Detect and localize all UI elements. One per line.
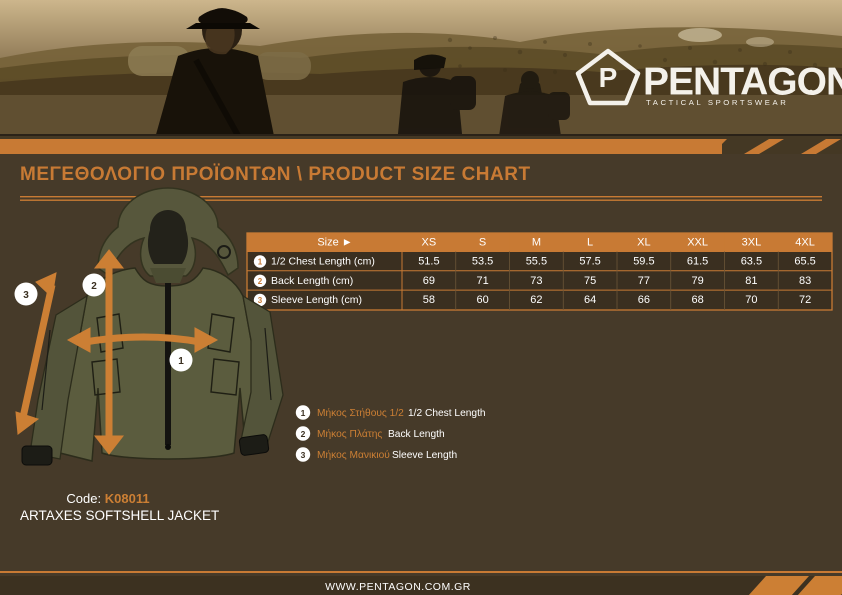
svg-text:59.5: 59.5 <box>633 256 654 268</box>
svg-text:TACTICAL SPORTSWEAR: TACTICAL SPORTSWEAR <box>646 98 788 107</box>
svg-text:P: P <box>599 62 618 93</box>
svg-text:68: 68 <box>691 294 703 306</box>
svg-text:XL: XL <box>637 237 650 249</box>
svg-text:64: 64 <box>584 294 596 306</box>
svg-text:73: 73 <box>530 275 542 287</box>
svg-text:1/2 Chest Length: 1/2 Chest Length <box>408 408 486 419</box>
svg-text:3: 3 <box>258 296 263 305</box>
svg-text:L: L <box>587 237 593 249</box>
svg-text:58: 58 <box>423 294 435 306</box>
svg-text:2: 2 <box>258 277 263 286</box>
svg-text:3: 3 <box>23 290 29 301</box>
svg-text:WWW.PENTAGON.COM.GR: WWW.PENTAGON.COM.GR <box>325 581 471 593</box>
svg-text:79: 79 <box>691 275 703 287</box>
svg-text:XS: XS <box>422 237 437 249</box>
svg-text:69: 69 <box>423 275 435 287</box>
svg-text:Back Length: Back Length <box>388 429 445 440</box>
svg-text:ARTAXES SOFTSHELL JACKET: ARTAXES SOFTSHELL JACKET <box>20 508 219 523</box>
svg-text:Size ►: Size ► <box>317 237 352 249</box>
svg-text:71: 71 <box>476 275 488 287</box>
svg-text:Sleeve Length: Sleeve Length <box>392 450 457 461</box>
svg-text:Μήκος Μανικιού: Μήκος Μανικιού <box>317 449 390 461</box>
svg-text:2: 2 <box>301 429 306 439</box>
svg-text:72: 72 <box>799 294 811 306</box>
svg-text:1: 1 <box>301 408 306 418</box>
svg-text:66: 66 <box>638 294 650 306</box>
svg-text:83: 83 <box>799 275 811 287</box>
svg-text:M: M <box>532 237 541 249</box>
svg-text:1: 1 <box>178 356 184 367</box>
svg-text:Μήκος Πλάτης: Μήκος Πλάτης <box>317 428 382 440</box>
svg-text:55.5: 55.5 <box>526 256 547 268</box>
svg-text:XXL: XXL <box>687 237 708 249</box>
svg-text:S: S <box>479 237 486 249</box>
svg-text:Sleeve Length (cm): Sleeve Length (cm) <box>271 294 362 306</box>
svg-text:65.5: 65.5 <box>794 256 815 268</box>
svg-text:51.5: 51.5 <box>418 256 439 268</box>
svg-text:75: 75 <box>584 275 596 287</box>
svg-text:ΜΕΓΕΘΟΛΟΓΙΟ ΠΡΟΪΟΝΤΩΝ \ PRODUC: ΜΕΓΕΘΟΛΟΓΙΟ ΠΡΟΪΟΝΤΩΝ \ PRODUCT SIZE CHA… <box>20 164 531 185</box>
svg-text:3XL: 3XL <box>742 237 762 249</box>
svg-text:57.5: 57.5 <box>579 256 600 268</box>
svg-text:1: 1 <box>258 258 263 267</box>
svg-text:81: 81 <box>745 275 757 287</box>
svg-text:53.5: 53.5 <box>472 256 493 268</box>
svg-text:Back Length (cm): Back Length (cm) <box>271 275 353 287</box>
svg-text:60: 60 <box>476 294 488 306</box>
svg-text:3: 3 <box>301 450 306 460</box>
svg-text:Μήκος Στήθους 1/2: Μήκος Στήθους 1/2 <box>317 407 404 419</box>
svg-text:1/2 Chest Length (cm): 1/2 Chest Length (cm) <box>271 256 375 268</box>
svg-text:77: 77 <box>638 275 650 287</box>
svg-text:61.5: 61.5 <box>687 256 708 268</box>
svg-text:70: 70 <box>745 294 757 306</box>
svg-text:Code: K08011: Code: K08011 <box>66 491 149 506</box>
svg-text:63.5: 63.5 <box>741 256 762 268</box>
svg-text:62: 62 <box>530 294 542 306</box>
svg-text:4XL: 4XL <box>795 237 815 249</box>
svg-text:2: 2 <box>91 281 97 292</box>
